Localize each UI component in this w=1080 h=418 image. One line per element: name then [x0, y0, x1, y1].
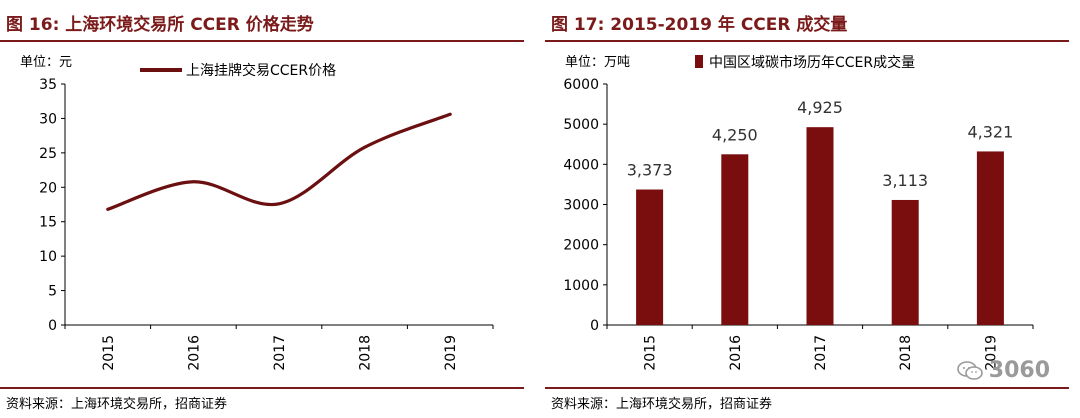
y-tick-label: 25: [39, 146, 57, 162]
title-rule: [545, 40, 1069, 42]
wechat-icon: [956, 360, 983, 380]
y-tick-label: 5000: [563, 117, 599, 133]
x-tick-label: 2018: [898, 335, 914, 371]
watermark: 3060: [956, 358, 1050, 383]
y-tick-label: 10: [39, 249, 57, 265]
x-tick-label: 2016: [728, 335, 744, 371]
legend-label: 上海挂牌交易CCER价格: [186, 62, 336, 79]
volume-bar: [891, 199, 919, 325]
volume-chart-panel: 图 17: 2015-2019 年 CCER 成交量 单位：万吨 0 1000 200…: [545, 0, 1075, 418]
y-tick-label: 1000: [563, 278, 599, 294]
y-tick-label: 15: [39, 215, 57, 231]
unit-label: 单位：元: [20, 55, 72, 70]
figure-17-source: 资料来源：上海环境交易所，招商证券: [551, 397, 773, 412]
source-rule: [545, 387, 1069, 389]
y-tick-label: 4000: [563, 157, 599, 173]
x-tick-label: 2019: [443, 335, 459, 371]
y-tick-label: 30: [39, 111, 57, 127]
y-tick-label: 20: [39, 180, 57, 196]
y-tick-label: 3000: [563, 198, 599, 214]
y-tick-label: 0: [590, 318, 599, 334]
y-tick-label: 5: [48, 284, 57, 300]
y-tick-label: 35: [39, 77, 57, 93]
figure-16-source: 资料来源：上海环境交易所，招商证券: [6, 397, 228, 412]
legend-swatch: [695, 55, 703, 68]
price-chart-panel: 图 16: 上海环境交易所 CCER 价格走势 单位：元 0 5 10 15 20 25 30…: [0, 0, 530, 418]
volume-bar-chart: 单位：万吨 0 1000 2000 3000 4000 5000 6000 2015 2016 20…: [563, 54, 1034, 371]
figure-17-title: 图 17: 2015-2019 年 CCER 成交量: [551, 15, 848, 35]
y-tick-label: 0: [48, 318, 57, 334]
x-tick-label: 2017: [813, 335, 829, 371]
x-tick-label: 2017: [272, 335, 288, 371]
x-tick-label: 2015: [101, 335, 117, 371]
title-rule: [0, 40, 524, 42]
y-tick-label: 6000: [563, 77, 599, 93]
volume-bar: [806, 127, 834, 325]
legend-label: 中国区域碳市场历年CCER成交量: [709, 54, 915, 71]
price-line-chart: 单位：元 0 5 10 15 20 25 30 35 2015 2016 2017 2018 2019 上海…: [20, 55, 494, 371]
x-tick-label: 2015: [643, 335, 659, 371]
bar-data-label: 4,321: [967, 122, 1013, 141]
volume-bar: [721, 154, 749, 325]
price-series-line: [106, 112, 452, 211]
bar-data-label: 4,925: [797, 98, 843, 117]
figure-16-title: 图 16: 上海环境交易所 CCER 价格走势: [6, 15, 314, 35]
volume-bar: [976, 151, 1004, 325]
x-tick-label: 2019: [983, 335, 999, 371]
x-tick-label: 2016: [186, 335, 202, 371]
watermark-text: 3060: [988, 358, 1050, 383]
source-rule: [0, 387, 524, 389]
bar-data-label: 3,113: [882, 171, 928, 190]
x-tick-label: 2018: [358, 335, 374, 371]
bar-data-label: 4,250: [712, 125, 758, 144]
unit-label: 单位：万吨: [565, 55, 630, 70]
bar-data-label: 3,373: [627, 161, 673, 180]
volume-bar: [636, 189, 664, 325]
y-tick-label: 2000: [563, 238, 599, 254]
